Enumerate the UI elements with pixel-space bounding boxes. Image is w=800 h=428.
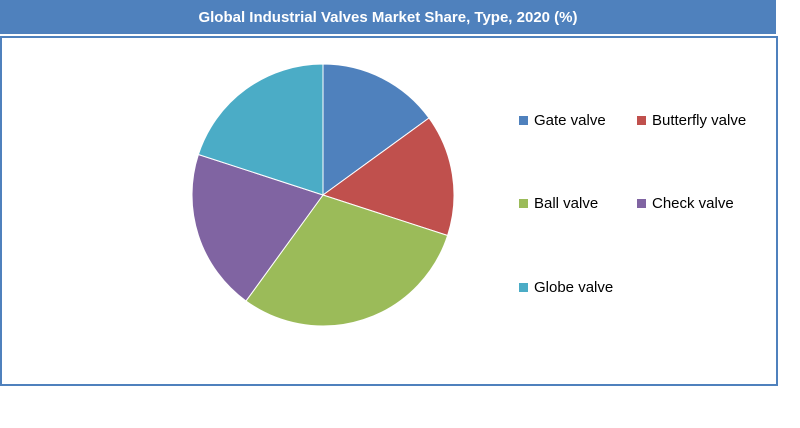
legend-label: Check valve <box>652 195 734 212</box>
legend-label: Butterfly valve <box>652 112 747 129</box>
pie-slice-check-valve <box>191 153 324 302</box>
chart-title: Global Industrial Valves Market Share, T… <box>0 0 776 34</box>
legend-item-globe-valve: Globe valve <box>519 279 613 296</box>
legend-item-butterfly-valve: Butterfly valve <box>637 112 746 129</box>
legend-swatch <box>637 199 646 208</box>
pie-slice-butterfly-valve <box>321 117 455 237</box>
pie-slice-gate-valve <box>322 63 430 196</box>
legend-item-gate-valve: Gate valve <box>519 112 606 129</box>
legend-swatch <box>637 116 646 125</box>
legend-label: Ball valve <box>534 195 599 212</box>
pie-slice-globe-valve <box>197 63 324 196</box>
legend-item-check-valve: Check valve <box>637 195 734 212</box>
legend-swatch <box>519 283 528 292</box>
legend-label: Gate valve <box>534 112 606 129</box>
legend-item-ball-valve: Ball valve <box>519 195 598 212</box>
legend-swatch <box>519 199 528 208</box>
legend-label: Globe valve <box>534 279 614 296</box>
legend-swatch <box>519 116 528 125</box>
pie-slice-ball-valve <box>245 194 449 327</box>
